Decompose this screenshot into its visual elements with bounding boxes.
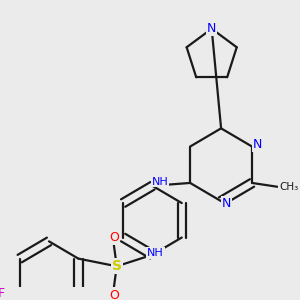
Text: O: O	[109, 289, 119, 300]
Text: N: N	[222, 196, 231, 210]
Text: N: N	[253, 138, 262, 151]
Text: NH: NH	[152, 176, 168, 187]
Text: O: O	[109, 231, 119, 244]
Text: CH₃: CH₃	[279, 182, 298, 192]
Text: S: S	[112, 259, 122, 273]
Text: N: N	[207, 22, 216, 35]
Text: F: F	[0, 286, 4, 300]
Text: NH: NH	[147, 248, 164, 258]
